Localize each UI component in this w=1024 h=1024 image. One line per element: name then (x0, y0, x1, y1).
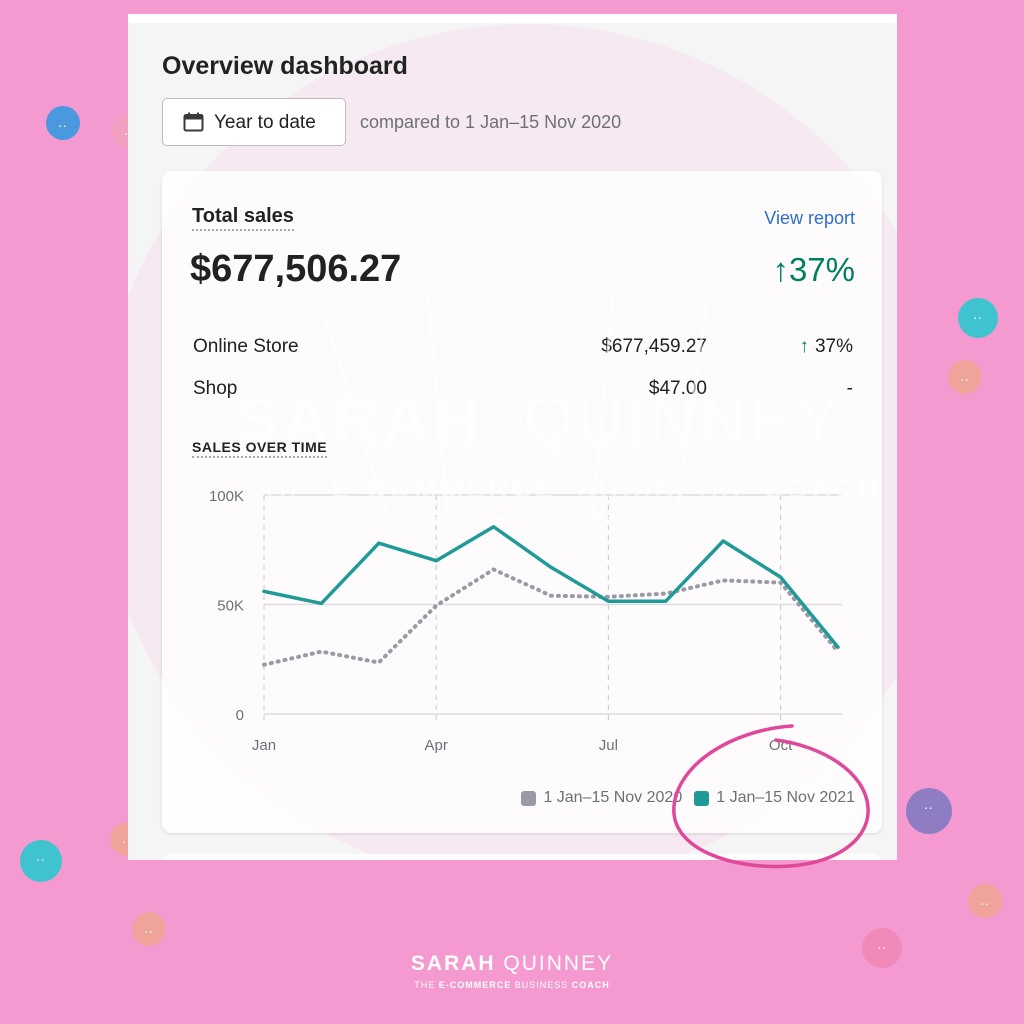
date-range-button[interactable]: Year to date (162, 98, 346, 146)
legend-label-2021: 1 Jan–15 Nov 2021 (716, 789, 855, 806)
decorative-dot (132, 912, 166, 946)
brand-tag-2: E-COMMERCE (438, 980, 512, 990)
y-tick-label: 100K (209, 488, 244, 505)
brand-name: SARAH QUINNEY (0, 952, 1024, 976)
comparison-text: compared to 1 Jan–15 Nov 2020 (360, 112, 622, 132)
series-line-2020 (262, 567, 840, 667)
total-sales-change: ↑37% (772, 251, 855, 288)
highlight-circle-annotation (672, 724, 870, 869)
channel-name: Online Store (193, 336, 299, 357)
decorative-dot (948, 360, 982, 394)
brand-name-light: QUINNEY (503, 952, 614, 975)
total-sales-value: $677,506.27 (190, 248, 402, 290)
y-tick-label: 50K (217, 598, 244, 615)
decorative-dot (906, 788, 952, 834)
decorative-dot (46, 106, 80, 140)
dashboard-panel: Overview dashboard Year to date compared… (128, 14, 897, 860)
up-arrow-icon: ↑ (799, 336, 809, 357)
brand-tag-3: BUSINESS (514, 980, 569, 990)
next-card (162, 854, 882, 860)
x-tick-label: Apr (425, 737, 448, 754)
sales-over-time-label: SALES OVER TIME (192, 439, 328, 458)
date-range-label: Year to date (214, 112, 316, 133)
decorative-dot (20, 840, 62, 882)
y-tick-label: 0 (236, 707, 244, 724)
legend-item-2020[interactable]: 1 Jan–15 Nov 2020 (521, 789, 682, 807)
channel-change: - (846, 378, 853, 399)
brand-name-bold: SARAH (410, 952, 496, 975)
legend-swatch-2020 (521, 790, 537, 806)
total-sales-label: Total sales (192, 205, 294, 231)
channel-change-value: 37% (814, 336, 853, 357)
channel-name: Shop (193, 378, 238, 399)
legend-label-2020: 1 Jan–15 Nov 2020 (543, 789, 683, 806)
x-tick-label: Jan (252, 737, 276, 754)
calendar-icon (183, 112, 204, 132)
decorative-dot (968, 884, 1002, 918)
brand-tag-4: COACH (571, 980, 610, 990)
series-line-2021 (262, 525, 840, 649)
view-report-link[interactable]: View report (764, 208, 855, 228)
chart-legend: 1 Jan–15 Nov 2020 1 Jan–15 Nov 2021 (509, 787, 855, 809)
x-tick-label: Jul (599, 737, 618, 754)
brand-tag-1: THE (414, 980, 436, 990)
brand-tagline: THE E-COMMERCE BUSINESS COACH (0, 980, 1024, 990)
channel-change: ↑ 37% (799, 336, 853, 358)
decorative-dot (862, 928, 902, 968)
panel-top-edge (128, 14, 897, 23)
page-title: Overview dashboard (162, 52, 408, 80)
decorative-dot (958, 298, 998, 338)
legend-swatch-2021 (694, 790, 710, 806)
legend-item-2021[interactable]: 1 Jan–15 Nov 2021 (694, 789, 855, 807)
